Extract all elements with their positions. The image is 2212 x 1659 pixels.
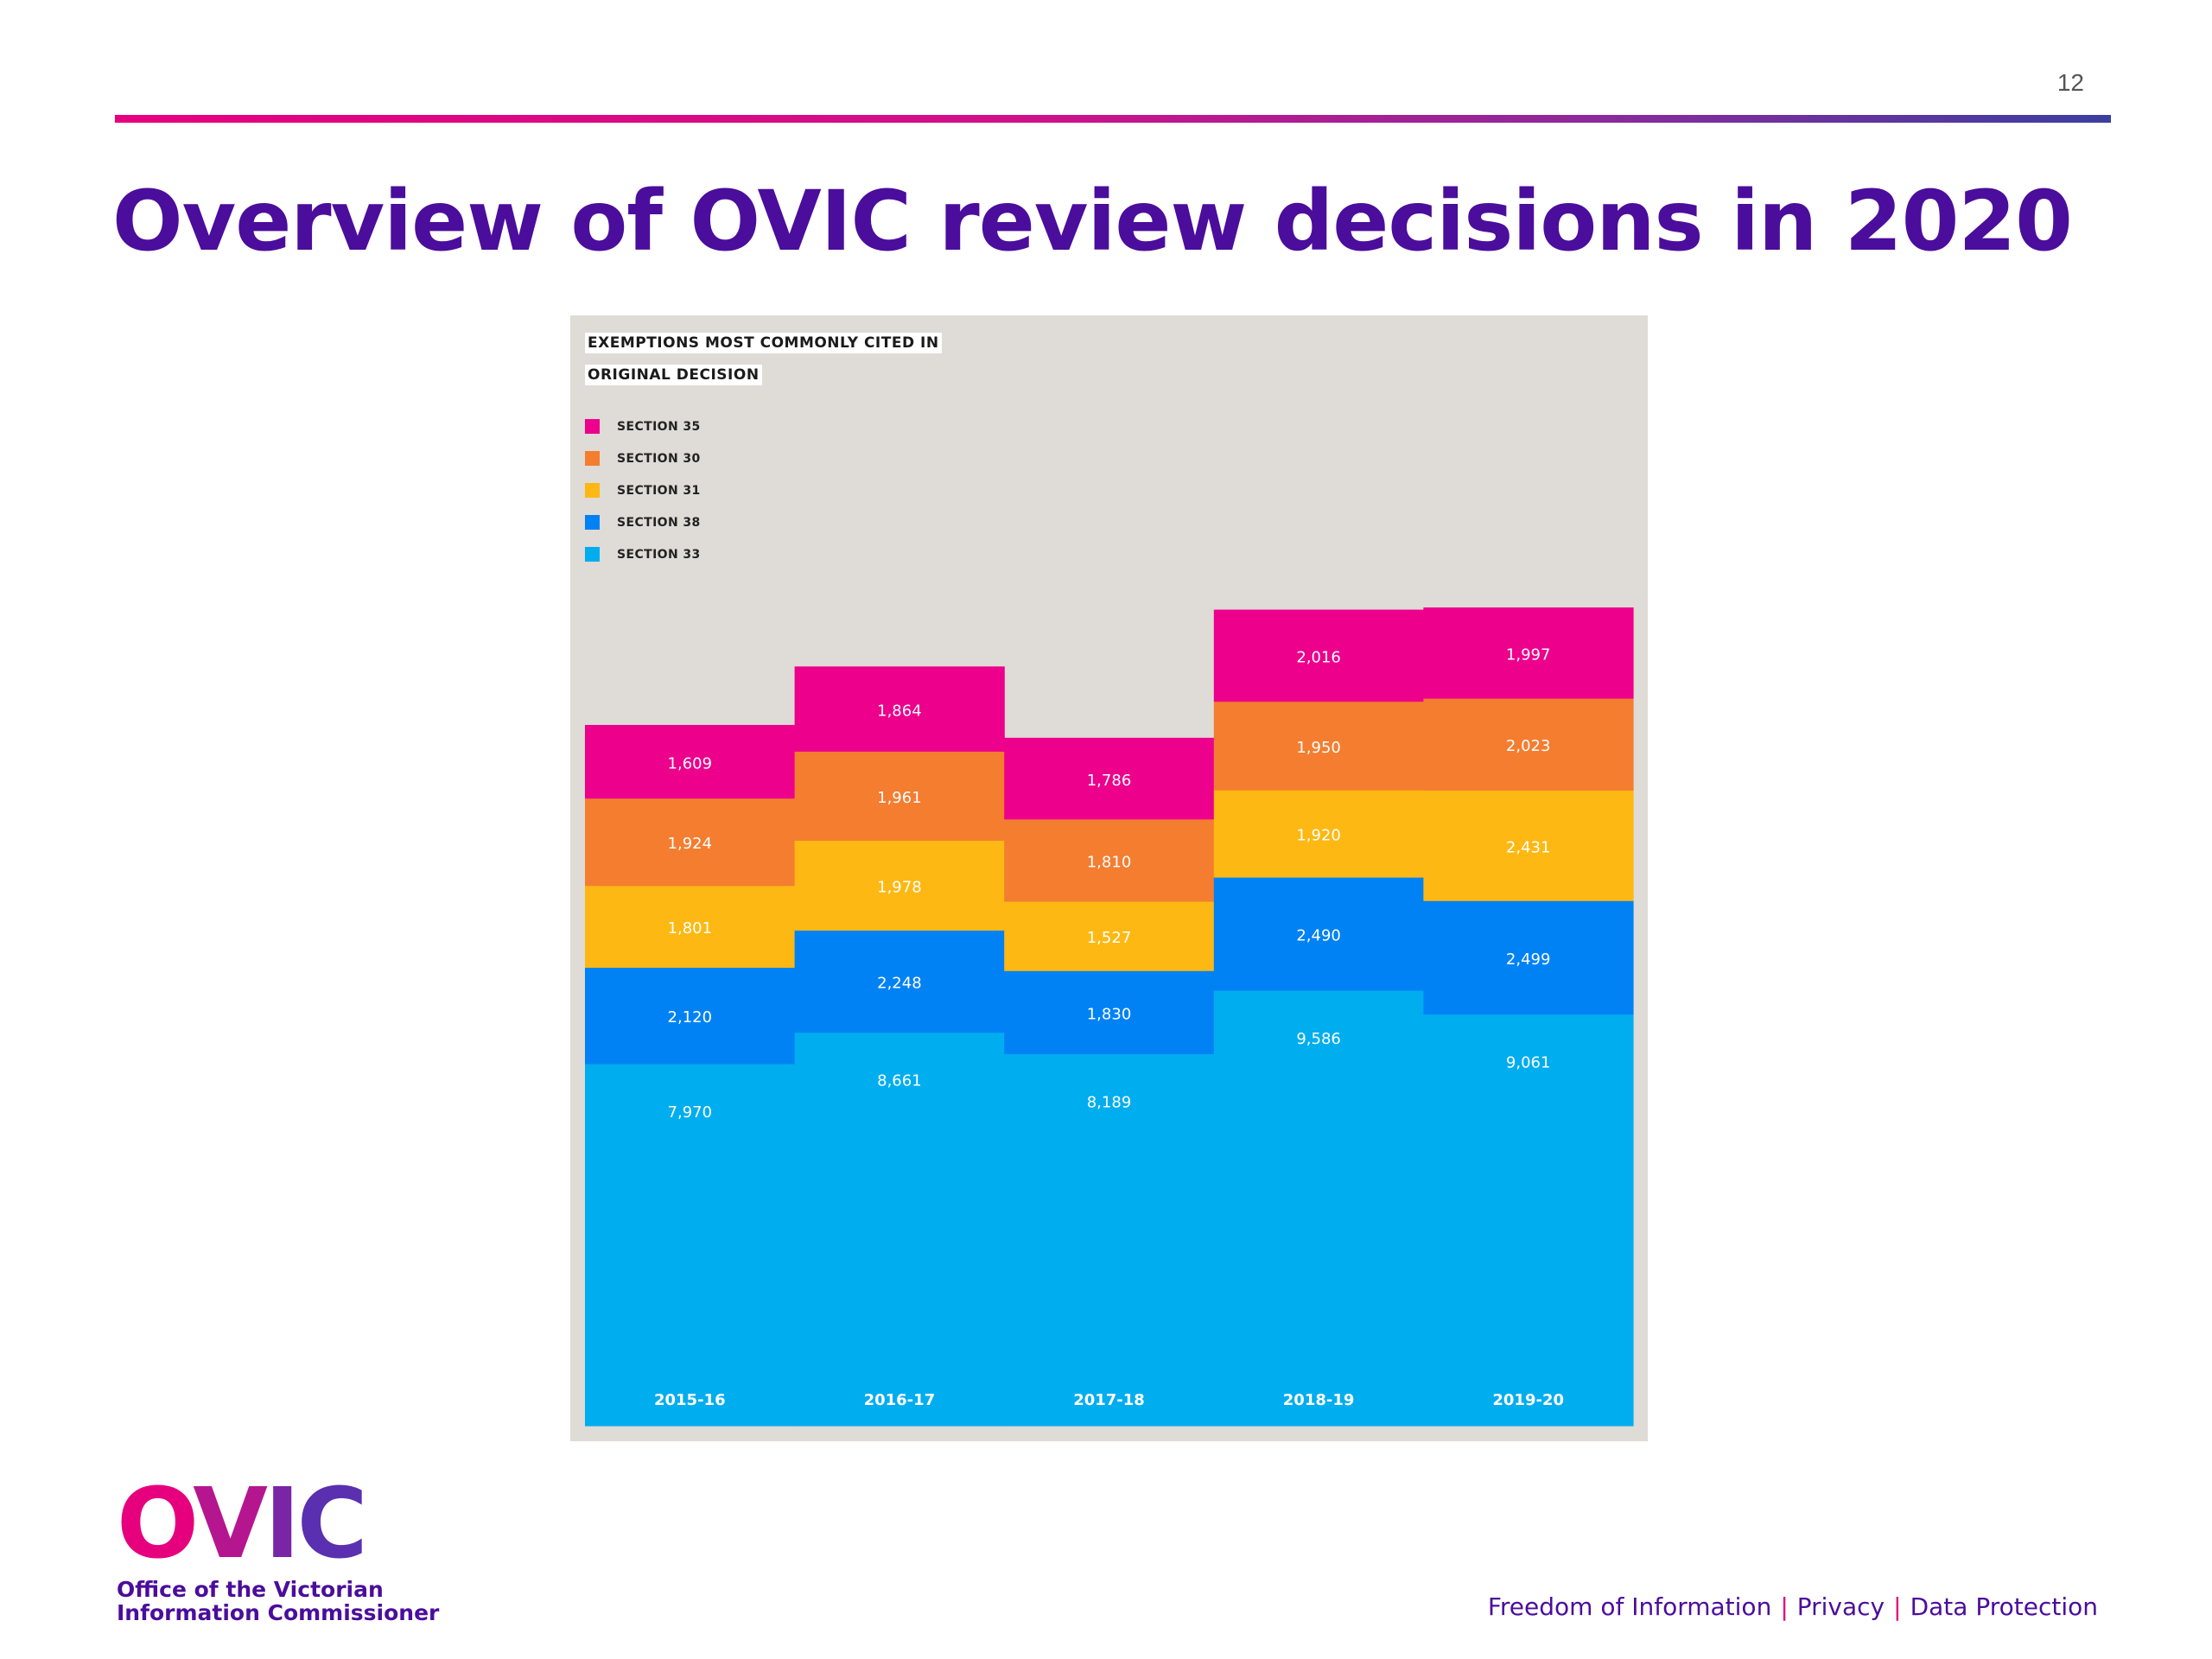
bar-segment-section-38 [585, 967, 796, 1065]
legend-swatch [585, 515, 600, 530]
chart-legend: SECTION 35 SECTION 30 SECTION 31 SECTION… [585, 410, 701, 570]
legend-swatch [585, 419, 600, 434]
data-label: 2,248 [877, 975, 922, 993]
bar-segment-section-31 [585, 885, 796, 969]
bar-segment-section-31 [1004, 900, 1215, 971]
bar-segment-section-30 [1004, 818, 1215, 902]
legend-label: SECTION 35 [617, 419, 701, 434]
tagline-separator: | [1780, 1592, 1789, 1621]
footer-tagline: Freedom of Information | Privacy | Data Prot… [1488, 1592, 2098, 1621]
bar-segment-section-31 [1423, 790, 1634, 901]
logo-letter: O [117, 1468, 196, 1580]
data-label: 2,023 [1506, 737, 1551, 755]
legend-item-section-30: SECTION 30 [585, 442, 701, 474]
bar-segment-section-30 [585, 798, 796, 887]
page-number: 12 [2056, 69, 2084, 96]
bar-segment-section-35 [1423, 607, 1634, 699]
data-label: 2,120 [668, 1008, 713, 1027]
logo-caption: Office of the Victorian Information Comm… [117, 1578, 439, 1624]
data-label: 1,609 [668, 754, 713, 772]
x-tick-label: 2019-20 [1492, 1391, 1564, 1409]
bar-segment-section-35 [585, 725, 796, 799]
bar-segment-section-35 [1213, 609, 1424, 702]
data-label: 7,970 [668, 1103, 713, 1122]
bar-segment-section-33 [1213, 989, 1424, 1427]
tagline-foi: Freedom of Information [1487, 1592, 1772, 1621]
data-label: 9,061 [1506, 1054, 1551, 1072]
data-label: 2,499 [1506, 950, 1551, 969]
bar-segment-section-38 [1004, 970, 1215, 1055]
data-label: 1,527 [1087, 929, 1132, 947]
header-divider [115, 115, 2111, 123]
logo-wordmark: OVIC [117, 1476, 439, 1573]
x-tick-label: 2015-16 [654, 1391, 726, 1409]
legend-item-section-33: SECTION 33 [585, 538, 701, 570]
x-tick-label: 2016-17 [864, 1391, 936, 1409]
ovic-logo: OVIC Office of the Victorian Information… [117, 1476, 439, 1624]
legend-label: SECTION 31 [617, 483, 701, 498]
data-label: 1,801 [668, 919, 713, 938]
logo-letter: V [193, 1468, 268, 1580]
legend-item-section-31: SECTION 31 [585, 474, 701, 506]
legend-label: SECTION 33 [617, 547, 701, 562]
tagline-data-protection: Data Protection [1910, 1592, 2098, 1621]
bar-segment-section-30 [1423, 698, 1634, 791]
data-label: 1,810 [1087, 853, 1132, 871]
logo-caption-line-1: Office of the Victorian [117, 1577, 384, 1602]
bar-segment-section-33 [1423, 1014, 1634, 1427]
data-label: 1,924 [668, 835, 713, 853]
data-label: 9,586 [1296, 1030, 1341, 1048]
chart-title-line-1: EXEMPTIONS MOST COMMONLY CITED IN [585, 333, 942, 353]
chart-title: EXEMPTIONS MOST COMMONLY CITED IN ORIGIN… [585, 327, 948, 391]
bar-segment-section-33 [585, 1063, 796, 1427]
logo-caption-line-2: Information Commissioner [117, 1600, 440, 1625]
chart-title-line-2: ORIGINAL DECISION [585, 365, 762, 385]
bar-segment-section-31 [794, 840, 1005, 931]
legend-swatch [585, 483, 600, 498]
data-label: 1,997 [1506, 646, 1551, 664]
legend-swatch [585, 451, 600, 466]
data-label: 2,431 [1506, 838, 1551, 856]
legend-swatch [585, 547, 600, 562]
data-label: 8,661 [877, 1072, 922, 1090]
x-tick-label: 2018-19 [1283, 1391, 1355, 1409]
data-label: 1,961 [877, 789, 922, 807]
data-label: 1,786 [1087, 772, 1132, 790]
bar-segment-section-33 [794, 1032, 1005, 1427]
chart-panel: 7,970 2,120 1,801 1,924 1,609 2015-16 8,661 2,2… [570, 315, 1648, 1441]
bar-segment-section-31 [1213, 790, 1424, 878]
bar-segment-section-35 [794, 666, 1005, 752]
data-label: 1,920 [1296, 827, 1341, 845]
logo-letter: I [264, 1468, 301, 1580]
legend-label: SECTION 30 [617, 451, 701, 466]
data-label: 8,189 [1087, 1093, 1132, 1111]
data-label: 1,830 [1087, 1005, 1132, 1023]
logo-letter: C [296, 1468, 368, 1580]
data-label: 2,016 [1296, 649, 1341, 667]
bar-segment-section-38 [1213, 877, 1424, 991]
data-label: 2,490 [1296, 927, 1341, 945]
bar-segment-section-38 [794, 930, 1005, 1033]
tagline-privacy: Privacy [1796, 1592, 1885, 1621]
bar-segment-section-30 [1213, 701, 1424, 791]
legend-item-section-38: SECTION 38 [585, 506, 701, 538]
legend-label: SECTION 38 [617, 515, 701, 530]
legend-item-section-35: SECTION 35 [585, 410, 701, 442]
bar-segment-section-35 [1004, 737, 1215, 820]
data-label: 1,950 [1296, 739, 1341, 757]
x-tick-label: 2017-18 [1073, 1391, 1145, 1409]
data-label: 1,864 [877, 702, 922, 720]
stacked-bar-chart: 7,970 2,120 1,801 1,924 1,609 2015-16 8,661 2,2… [585, 607, 1634, 1427]
data-label: 1,978 [877, 878, 922, 896]
bar-segment-section-30 [794, 751, 1005, 842]
tagline-separator: | [1893, 1592, 1902, 1621]
bar-segment-section-38 [1423, 900, 1634, 1015]
bar-segment-section-33 [1004, 1053, 1215, 1427]
slide-title: Overview of OVIC review decisions in 202… [112, 173, 2073, 270]
